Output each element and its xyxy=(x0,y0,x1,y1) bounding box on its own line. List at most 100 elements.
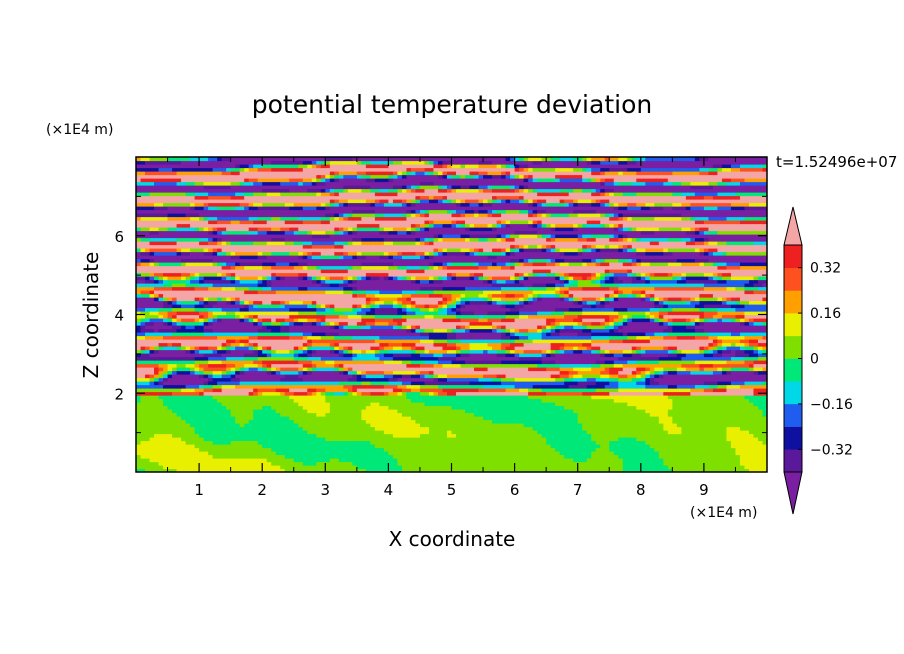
field-cell xyxy=(185,419,191,424)
field-cell xyxy=(685,367,691,372)
field-cell xyxy=(361,353,367,358)
field-cell xyxy=(239,416,245,421)
field-cell xyxy=(329,447,335,452)
field-cell xyxy=(501,423,507,428)
field-cell xyxy=(248,388,254,393)
field-cell xyxy=(226,374,232,379)
field-cell xyxy=(388,437,394,442)
field-cell xyxy=(667,440,673,445)
field-cell xyxy=(154,419,160,424)
field-cell xyxy=(663,451,669,456)
field-cell xyxy=(699,363,705,368)
field-cell xyxy=(609,437,615,442)
field-cell xyxy=(654,353,660,358)
field-cell xyxy=(568,426,574,431)
field-cell xyxy=(424,405,430,410)
field-cell xyxy=(501,430,507,435)
field-cell xyxy=(712,468,719,472)
field-cell xyxy=(600,381,606,386)
field-cell xyxy=(424,395,430,400)
field-cell xyxy=(343,444,349,449)
field-cell xyxy=(726,370,732,375)
field-cell xyxy=(397,419,403,424)
field-cell xyxy=(320,444,326,449)
field-cell xyxy=(343,370,349,375)
field-cell xyxy=(604,447,610,452)
field-cell xyxy=(244,412,250,417)
field-cell xyxy=(424,433,430,438)
field-cell xyxy=(564,451,570,456)
field-cell xyxy=(541,426,547,431)
field-cell xyxy=(154,402,160,407)
field-cell xyxy=(712,465,719,470)
field-cell xyxy=(334,367,340,372)
field-cell xyxy=(460,381,466,386)
field-cell xyxy=(419,349,426,354)
field-cell xyxy=(600,360,606,365)
field-cell xyxy=(379,409,385,414)
field-cell xyxy=(550,419,556,424)
field-cell xyxy=(685,419,691,424)
field-cell xyxy=(374,423,380,428)
field-cell xyxy=(559,419,565,424)
field-cell xyxy=(437,377,444,382)
field-cell xyxy=(424,398,430,403)
field-cell xyxy=(613,367,619,372)
field-cell xyxy=(424,468,430,472)
field-cell xyxy=(149,423,155,428)
field-cell xyxy=(154,458,160,463)
field-cell xyxy=(280,384,286,389)
field-cell xyxy=(374,454,380,459)
field-cell xyxy=(676,416,682,421)
field-cell xyxy=(699,388,705,393)
field-cell xyxy=(591,395,597,400)
field-cell xyxy=(636,395,642,400)
field-cell xyxy=(356,381,362,386)
field-cell xyxy=(636,360,642,365)
field-cell xyxy=(230,374,236,379)
field-cell xyxy=(365,370,371,375)
field-cell xyxy=(537,437,543,442)
field-cell xyxy=(730,349,737,354)
field-cell xyxy=(158,349,164,354)
field-cell xyxy=(712,388,719,393)
field-cell xyxy=(483,395,489,400)
field-cell xyxy=(739,356,746,361)
field-cell xyxy=(528,384,534,389)
field-cell xyxy=(505,402,511,407)
field-cell xyxy=(136,402,142,407)
field-cell xyxy=(446,405,453,410)
field-cell xyxy=(284,419,290,424)
field-cell xyxy=(410,395,417,400)
field-cell xyxy=(559,454,565,459)
field-cell xyxy=(622,423,628,428)
field-cell xyxy=(510,360,516,365)
field-cell xyxy=(550,447,556,452)
field-cell xyxy=(365,360,371,365)
field-cell xyxy=(419,363,426,368)
field-cell xyxy=(298,426,304,431)
field-cell xyxy=(757,384,764,389)
field-cell xyxy=(149,430,155,435)
field-cell xyxy=(257,433,263,438)
field-cell xyxy=(374,349,380,354)
field-cell xyxy=(474,398,480,403)
field-cell xyxy=(600,433,606,438)
field-cell xyxy=(640,360,646,365)
field-cell xyxy=(334,426,340,431)
field-cell xyxy=(748,377,755,382)
field-cell xyxy=(437,388,444,393)
field-cell xyxy=(149,381,155,386)
field-cell xyxy=(154,370,160,375)
field-cell xyxy=(262,349,268,354)
field-cell xyxy=(726,447,732,452)
field-cell xyxy=(676,465,682,470)
field-cell xyxy=(586,398,592,403)
field-cell xyxy=(311,458,317,463)
field-cell xyxy=(194,367,200,372)
field-cell xyxy=(492,423,498,428)
field-cell xyxy=(284,349,290,354)
field-cell xyxy=(401,363,408,368)
field-cell xyxy=(735,353,741,358)
field-cell xyxy=(505,454,511,459)
